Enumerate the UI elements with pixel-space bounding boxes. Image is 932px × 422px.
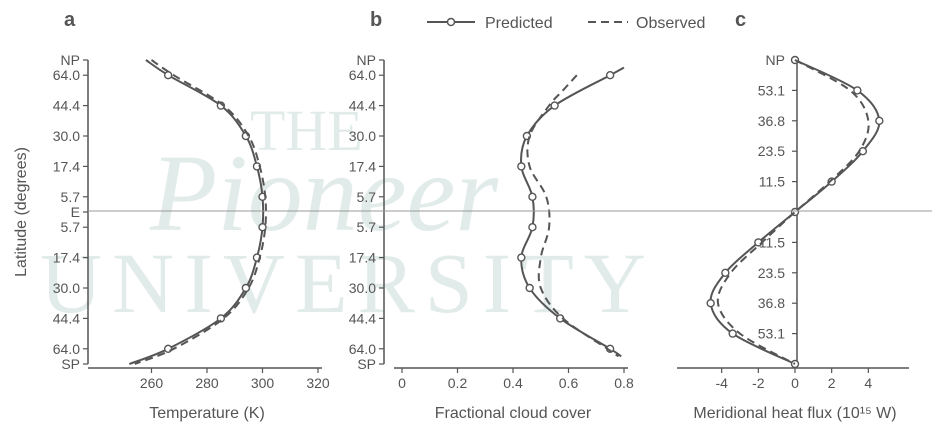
- y-tick-label: 17.4: [349, 158, 376, 174]
- x-axis-label: Temperature (K): [149, 405, 265, 422]
- y-tick-label: 30.0: [349, 128, 376, 144]
- y-tick-label: 23.5: [758, 143, 785, 159]
- y-tick-label: 17.4: [53, 250, 80, 266]
- series-line-observed: [716, 59, 870, 365]
- x-tick-label: 0.2: [448, 375, 468, 391]
- y-tick-label: 64.0: [349, 67, 376, 83]
- y-axis-label: Latitude (degrees): [13, 147, 30, 277]
- x-tick-label: 2: [828, 375, 836, 391]
- data-point: [728, 329, 737, 338]
- x-tick-label: -4: [715, 375, 728, 391]
- watermark-line2: Pioneer: [149, 132, 499, 254]
- y-tick-label: 53.1: [758, 82, 785, 98]
- y-tick-label: 5.7: [357, 189, 377, 205]
- y-tick-label: 11.5: [759, 174, 785, 190]
- data-point: [550, 101, 559, 110]
- y-tick-label: 64.0: [53, 341, 80, 357]
- watermark: THE Pioneer UNIVERSITY: [40, 98, 656, 331]
- y-tick-label: SP: [357, 356, 376, 372]
- legend-predicted-marker: [446, 17, 456, 27]
- x-tick-label: 300: [251, 375, 275, 391]
- y-tick-label: 44.4: [349, 98, 376, 114]
- y-tick-label: 30.0: [349, 280, 376, 296]
- data-point: [241, 283, 251, 293]
- y-tick-label: NP: [766, 52, 785, 68]
- x-axis-label: Fractional cloud cover: [435, 405, 592, 422]
- data-point: [517, 253, 526, 262]
- data-point: [858, 146, 868, 156]
- x-tick-label: 0.4: [503, 375, 523, 391]
- y-tick-label: 11.5: [759, 234, 785, 250]
- y-tick-label: 5.7: [357, 219, 377, 235]
- legend: Predicted Observed: [427, 15, 705, 32]
- y-tick-label: E: [71, 204, 80, 220]
- y-tick-label: 44.4: [349, 310, 376, 326]
- y-tick-label: NP: [61, 52, 80, 68]
- y-tick-label: 44.4: [53, 98, 80, 114]
- y-tick-label: 64.0: [53, 67, 80, 83]
- y-tick-label: 44.4: [53, 310, 80, 326]
- data-point: [528, 192, 537, 202]
- data-point: [163, 70, 173, 80]
- data-point: [216, 314, 226, 323]
- x-tick-label: 0.6: [559, 375, 579, 391]
- panel-c: c NP 53.1 36.8 23.5 11.5 11.5 23.5 36.8 53.1 -4 -2 0…: [677, 9, 909, 422]
- data-point: [875, 116, 884, 126]
- panel-a: aNP64.044.430.017.45.7E5.717.430.044.464…: [53, 9, 330, 422]
- y-tick-label: 53.1: [758, 326, 785, 342]
- y-tick-label: NP: [357, 52, 376, 68]
- panel-label-b: b: [370, 9, 382, 31]
- x-tick-label: -2: [752, 375, 765, 391]
- series-line-observed: [134, 59, 267, 365]
- y-tick-label: 36.8: [758, 113, 785, 129]
- data-point: [827, 177, 836, 186]
- x-tick-label: 260: [140, 375, 164, 391]
- y-tick-label: 30.0: [53, 280, 80, 296]
- y-tick-label: 23.5: [758, 265, 785, 281]
- y-tick-label: 17.4: [53, 158, 80, 174]
- y-tick-label: 64.0: [349, 341, 376, 357]
- data-point: [517, 162, 526, 171]
- y-tick-label: SP: [61, 356, 80, 372]
- y-tick-label: 5.7: [61, 189, 81, 205]
- panel-label-a: a: [64, 9, 76, 31]
- watermark-line1: THE: [250, 98, 363, 163]
- series-line-predicted: [520, 66, 625, 358]
- x-tick-label: 4: [864, 375, 872, 391]
- legend-observed-label: Observed: [636, 15, 705, 32]
- y-tick-label: 30.0: [53, 128, 80, 144]
- x-tick-label: 0.8: [614, 375, 634, 391]
- series-line-observed: [526, 74, 620, 358]
- legend-predicted-label: Predicted: [485, 15, 553, 32]
- data-point: [706, 299, 715, 308]
- x-tick-label: 0: [398, 375, 406, 391]
- watermark-line3: UNIVERSITY: [40, 235, 656, 331]
- data-point: [528, 222, 537, 232]
- x-tick-label: 0: [791, 375, 799, 391]
- panel-b: bNP64.044.430.017.45.75.717.430.044.464.…: [349, 9, 634, 422]
- y-tick-label: 17.4: [349, 250, 376, 266]
- x-tick-label: 320: [306, 375, 330, 391]
- data-point: [525, 283, 534, 293]
- data-point: [605, 70, 615, 80]
- y-tick-label: 36.8: [758, 295, 785, 311]
- data-point: [258, 222, 267, 232]
- data-point: [853, 86, 862, 95]
- y-tick-label: 5.7: [61, 219, 81, 235]
- x-axis-label: Meridional heat flux (10¹⁵ W): [693, 405, 896, 422]
- panel-label-c: c: [735, 9, 746, 31]
- series-line-predicted: [128, 59, 265, 365]
- data-point: [721, 268, 730, 277]
- x-tick-label: 280: [195, 375, 219, 391]
